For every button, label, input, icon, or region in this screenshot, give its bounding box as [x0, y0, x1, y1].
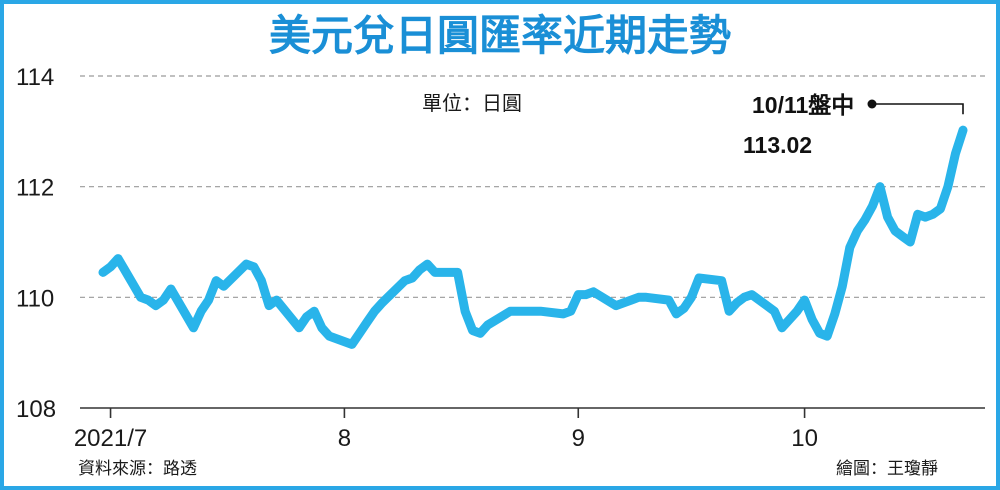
series-group: [98, 125, 968, 349]
last-value-annotation: 10/11盤中 113.02: [743, 92, 964, 158]
x-tick-label-3: 10: [791, 425, 818, 452]
y-tick-label-112: 112: [16, 175, 54, 202]
x-axis: 2021/7 8 9 10: [74, 407, 985, 452]
series-line-usd-jpy: [98, 125, 968, 349]
unit-label: 單位：日圓: [422, 91, 522, 115]
annotation-leader-line: [872, 103, 964, 115]
author-credit: 繪圖：王瓊靜: [836, 459, 938, 479]
y-tick-label-108: 108: [16, 396, 56, 423]
x-tick-label-2: 9: [572, 425, 585, 452]
source-credit: 資料來源：路透: [78, 459, 197, 479]
y-axis-tick-labels: 108 110 112 114: [16, 64, 56, 423]
x-tick-label-0: 2021/7: [74, 425, 147, 452]
y-tick-label-114: 114: [16, 64, 54, 91]
chart-title: 美元兌日圓匯率近期走勢: [269, 11, 731, 60]
grid-lines: [80, 75, 985, 298]
annotation-value-label: 113.02: [743, 132, 812, 158]
x-tick-label-1: 8: [338, 425, 351, 452]
annotation-date-label: 10/11盤中: [752, 92, 854, 118]
y-tick-label-110: 110: [16, 285, 54, 312]
